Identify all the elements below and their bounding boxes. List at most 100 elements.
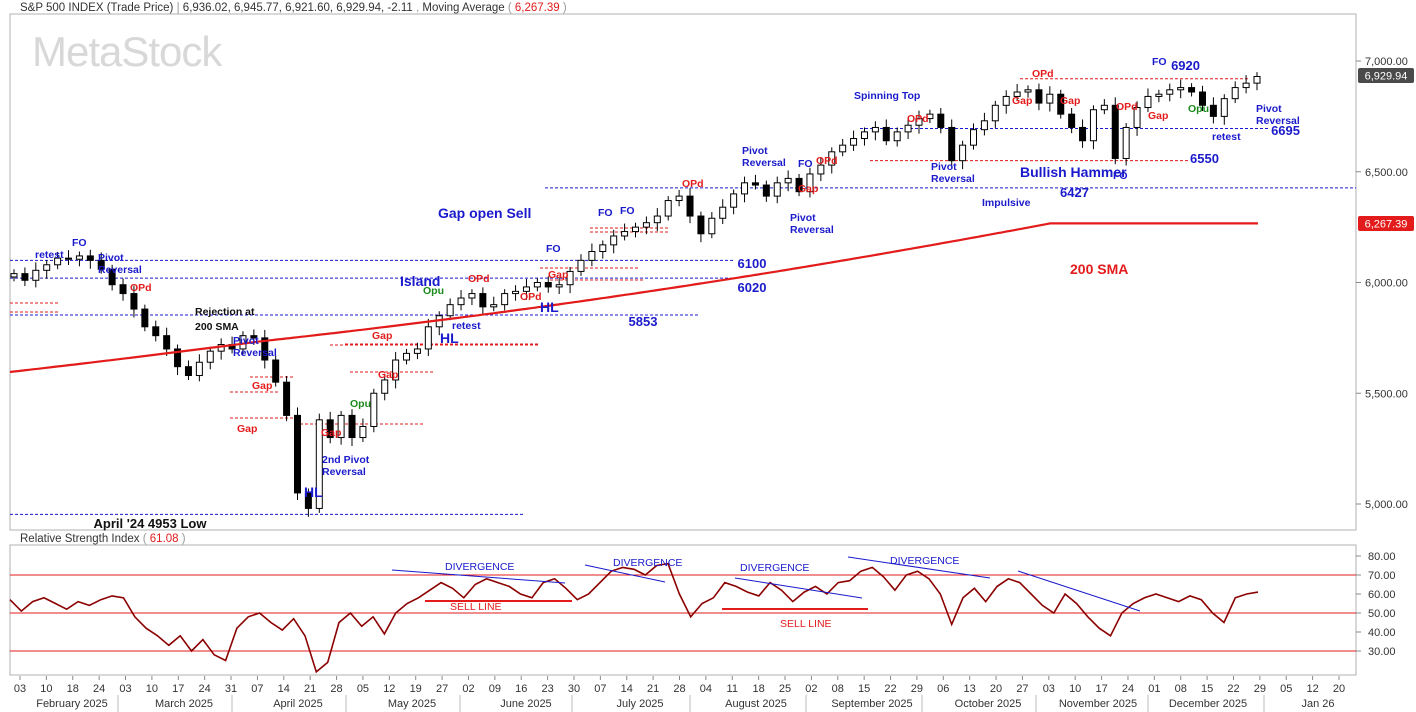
x-tick-label: 15	[858, 683, 870, 695]
candle-body	[762, 184, 770, 197]
candle-body	[697, 215, 705, 235]
annotation-label: Gap	[1012, 95, 1032, 107]
rsi-panel-frame	[9, 544, 1357, 676]
price-tick-label: 6,500.00	[1365, 167, 1408, 179]
candle-body	[719, 206, 727, 219]
annotation-label: OPd	[468, 273, 490, 285]
x-tick-label: 14	[621, 683, 633, 695]
hline-label: 6020	[738, 280, 767, 295]
candle-body	[850, 138, 858, 146]
candle-body	[522, 286, 530, 292]
divergence-line	[1017, 570, 1141, 612]
x-tick-label: 16	[515, 683, 527, 695]
annotation-label: OPd	[1032, 68, 1054, 80]
svg-text:6,929.94: 6,929.94	[1365, 71, 1408, 83]
x-tick-label: 13	[964, 683, 976, 695]
x-tick-label: 10	[146, 683, 158, 695]
candle-body	[457, 297, 465, 306]
x-tick-label: 18	[67, 683, 79, 695]
candle-body	[512, 290, 520, 295]
month-label: November 2025	[1059, 698, 1137, 710]
annotation-label: FO	[798, 158, 813, 170]
price-tick-label: 6,000.00	[1365, 278, 1408, 290]
month-label: August 2025	[725, 698, 787, 710]
annotation-label: Pivot	[1256, 103, 1282, 115]
candle-body	[348, 414, 356, 439]
x-tick-label: 28	[330, 683, 342, 695]
candle-body	[141, 308, 149, 328]
rsi-tick-label: 50.00	[1368, 608, 1396, 620]
candle-body	[392, 359, 400, 381]
annotation-label: 200 SMA	[1070, 261, 1128, 277]
candle-body	[1079, 126, 1087, 142]
candle-body	[272, 359, 280, 383]
x-tick-label: 31	[225, 683, 237, 695]
candle-body	[65, 257, 73, 260]
candle-body	[653, 215, 661, 224]
x-tick-label: 10	[1069, 683, 1081, 695]
candle-body	[555, 284, 563, 288]
x-tick-label: 14	[278, 683, 290, 695]
month-label: July 2025	[616, 698, 663, 710]
candle-body	[1046, 93, 1054, 104]
candle-body	[544, 282, 552, 288]
annotation-label: Gap	[372, 330, 392, 342]
ohlc-low: 6,921.60	[285, 2, 330, 14]
candle-body	[10, 273, 18, 278]
annotation-label: Impulsive	[982, 197, 1031, 209]
candle-body	[381, 379, 389, 394]
annotation-label: Opu	[423, 285, 444, 297]
candle-body	[315, 419, 323, 509]
candle-body	[937, 113, 945, 128]
candle-body	[261, 337, 269, 361]
annotation-label: 200 SMA	[195, 321, 239, 333]
annotation-label: Gap	[548, 269, 568, 281]
x-tick-label: 10	[40, 683, 52, 695]
x-tick-label: 08	[1175, 683, 1187, 695]
candle-body	[795, 177, 803, 193]
month-label: February 2025	[36, 698, 108, 710]
candle-body	[97, 259, 105, 270]
x-tick-label: 03	[119, 683, 131, 695]
x-tick-label: 04	[700, 683, 712, 695]
candle-body	[195, 361, 203, 377]
candle-body	[359, 425, 367, 439]
rsi-tick-label: 70.00	[1368, 570, 1396, 582]
divergence-line	[734, 577, 863, 599]
candle-body	[632, 226, 639, 233]
rsi-header: Relative Strength Index ( 61.08 )	[20, 533, 186, 545]
candle-body	[828, 151, 836, 166]
rsi-line	[9, 562, 1259, 674]
annotation-label: Island	[400, 273, 440, 289]
candle-body	[1231, 87, 1239, 100]
divergence-line	[391, 569, 566, 584]
candle-body	[817, 164, 825, 175]
rsi-annotations: DIVERGENCE SELL LINE DIVERGENCE DIVERGENCE S…	[391, 555, 1141, 630]
candle-body	[915, 118, 923, 126]
candle-body	[86, 255, 94, 261]
x-tick-label: 17	[172, 683, 184, 695]
symbol-label: S&P 500 INDEX (Trade Price)	[20, 2, 174, 14]
annotation-label: Bullish Hammer	[1020, 164, 1127, 180]
month-label: December 2025	[1169, 698, 1247, 710]
candle-body	[424, 326, 432, 350]
month-label: September 2025	[831, 698, 912, 710]
candle-body	[926, 113, 934, 120]
rsi-annotation: SELL LINE	[780, 618, 832, 630]
candle-body	[708, 217, 716, 235]
candle-body	[108, 268, 116, 286]
divergence-line	[584, 564, 666, 583]
rsi-annotation: DIVERGENCE	[445, 561, 514, 573]
hline-label: 6695	[1271, 123, 1300, 138]
price-panel-frame	[9, 13, 1357, 531]
annotation-label: Opu	[350, 398, 371, 410]
month-label: October 2025	[955, 698, 1022, 710]
candle-body	[1188, 87, 1196, 93]
annotation-label: FO	[598, 207, 613, 219]
candle-body	[730, 193, 738, 208]
x-tick-label: 30	[568, 683, 580, 695]
rsi-annotation: DIVERGENCE	[890, 555, 959, 567]
candle-body	[130, 293, 138, 310]
